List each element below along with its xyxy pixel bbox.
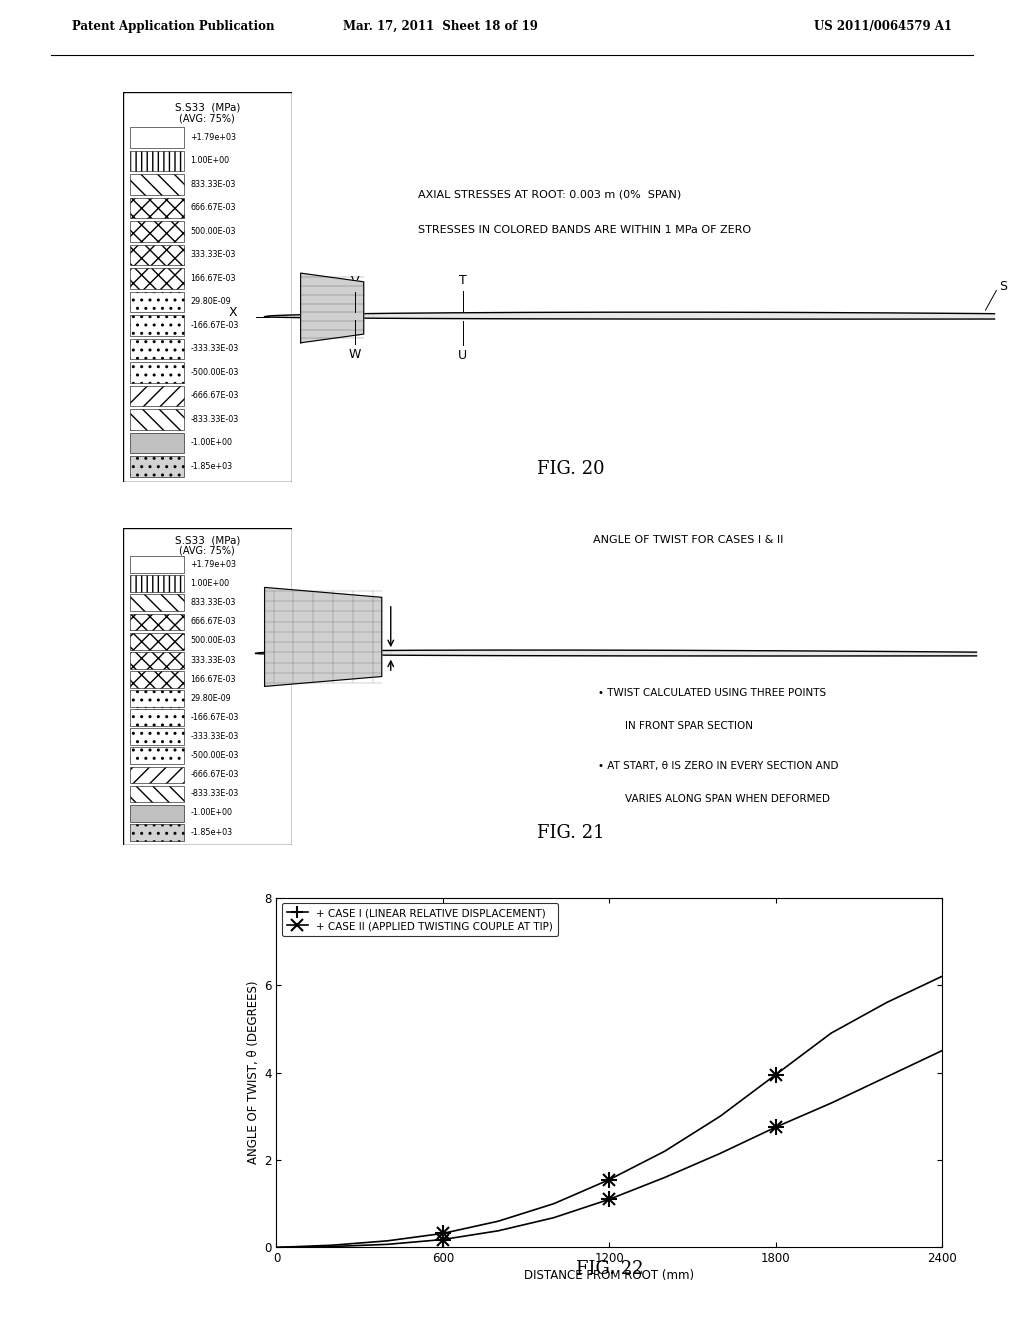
Bar (130, 222, 183, 242)
Bar (130, 709, 183, 726)
Text: 29.80E-09: 29.80E-09 (190, 297, 231, 306)
Text: STRESSES IN COLORED BANDS ARE WITHIN 1 MPa OF ZERO: STRESSES IN COLORED BANDS ARE WITHIN 1 M… (418, 224, 751, 235)
Bar (130, 614, 183, 631)
Text: 333.33E-03: 333.33E-03 (190, 656, 236, 664)
Text: -1.85e+03: -1.85e+03 (190, 462, 232, 471)
Bar (130, 315, 183, 335)
Bar (130, 150, 183, 172)
Bar (130, 652, 183, 669)
Text: -1.85e+03: -1.85e+03 (190, 828, 232, 837)
Text: +1.79e+03: +1.79e+03 (190, 133, 237, 141)
Text: 1.00E+00: 1.00E+00 (190, 579, 229, 589)
Text: • TWIST CALCULATED USING THREE POINTS: • TWIST CALCULATED USING THREE POINTS (598, 688, 826, 698)
Bar (130, 556, 183, 573)
Text: IN FRONT SPAR SECTION: IN FRONT SPAR SECTION (625, 721, 753, 731)
Text: AXIAL STRESSES AT ROOT: 0.003 m (0%  SPAN): AXIAL STRESSES AT ROOT: 0.003 m (0% SPAN… (418, 190, 681, 199)
Text: -166.67E-03: -166.67E-03 (190, 321, 239, 330)
Text: 166.67E-03: 166.67E-03 (190, 675, 236, 684)
Bar (130, 127, 183, 148)
Text: 833.33E-03: 833.33E-03 (190, 180, 236, 189)
Text: FIG. 21: FIG. 21 (538, 824, 605, 842)
Bar (130, 339, 183, 359)
Text: U: U (459, 348, 467, 362)
Bar (130, 198, 183, 218)
Bar (130, 174, 183, 195)
Text: ANGLE OF TWIST FOR CASES I & II: ANGLE OF TWIST FOR CASES I & II (593, 535, 783, 545)
Text: US 2011/0064579 A1: US 2011/0064579 A1 (814, 20, 952, 33)
Bar (130, 409, 183, 430)
Text: (AVG: 75%): (AVG: 75%) (179, 545, 236, 556)
Text: W: W (348, 348, 360, 362)
Text: 666.67E-03: 666.67E-03 (190, 618, 236, 626)
Bar (130, 690, 183, 708)
Text: -1.00E+00: -1.00E+00 (190, 808, 232, 817)
Bar (130, 594, 183, 611)
Text: -333.33E-03: -333.33E-03 (190, 733, 239, 741)
Text: V: V (350, 275, 359, 288)
Text: FIG. 22: FIG. 22 (575, 1261, 643, 1278)
Bar (130, 671, 183, 688)
Text: S: S (999, 280, 1007, 293)
Bar (130, 362, 183, 383)
Text: 500.00E-03: 500.00E-03 (190, 227, 236, 236)
Text: -666.67E-03: -666.67E-03 (190, 391, 239, 400)
Bar (130, 747, 183, 764)
Text: -333.33E-03: -333.33E-03 (190, 345, 239, 354)
Bar (130, 785, 183, 803)
Text: -666.67E-03: -666.67E-03 (190, 771, 239, 779)
Bar (130, 576, 183, 593)
Text: S.S33  (MPa): S.S33 (MPa) (175, 536, 240, 546)
Bar (130, 455, 183, 477)
Text: -500.00E-03: -500.00E-03 (190, 368, 239, 376)
Bar (130, 824, 183, 841)
Polygon shape (264, 587, 382, 686)
Text: 833.33E-03: 833.33E-03 (190, 598, 236, 607)
Text: 166.67E-03: 166.67E-03 (190, 273, 236, 282)
Text: -833.33E-03: -833.33E-03 (190, 789, 239, 799)
Legend: + CASE I (LINEAR RELATIVE DISPLACEMENT), + CASE II (APPLIED TWISTING COUPLE AT T: + CASE I (LINEAR RELATIVE DISPLACEMENT),… (282, 903, 558, 936)
Text: +1.79e+03: +1.79e+03 (190, 560, 237, 569)
Text: 29.80E-09: 29.80E-09 (190, 694, 231, 702)
Polygon shape (264, 313, 994, 319)
Text: X: X (229, 306, 238, 319)
Text: • AT START, θ IS ZERO IN EVERY SECTION AND: • AT START, θ IS ZERO IN EVERY SECTION A… (598, 760, 839, 771)
Bar (130, 805, 183, 821)
Text: 666.67E-03: 666.67E-03 (190, 203, 236, 213)
Bar (130, 632, 183, 649)
Bar (130, 268, 183, 289)
Text: VARIES ALONG SPAN WHEN DEFORMED: VARIES ALONG SPAN WHEN DEFORMED (625, 793, 830, 804)
Text: 1.00E+00: 1.00E+00 (190, 156, 229, 165)
Text: Mar. 17, 2011  Sheet 18 of 19: Mar. 17, 2011 Sheet 18 of 19 (343, 20, 538, 33)
Text: Patent Application Publication: Patent Application Publication (72, 20, 274, 33)
Bar (130, 292, 183, 313)
Bar (130, 433, 183, 453)
Text: -1.00E+00: -1.00E+00 (190, 438, 232, 447)
Text: 333.33E-03: 333.33E-03 (190, 251, 236, 259)
Bar (130, 767, 183, 783)
Text: (AVG: 75%): (AVG: 75%) (179, 114, 236, 124)
Polygon shape (256, 649, 977, 656)
Text: S.S33  (MPa): S.S33 (MPa) (175, 102, 240, 112)
Text: FIG. 20: FIG. 20 (538, 461, 605, 478)
Text: 500.00E-03: 500.00E-03 (190, 636, 236, 645)
Text: T: T (459, 275, 467, 286)
Bar (130, 385, 183, 407)
Text: -166.67E-03: -166.67E-03 (190, 713, 239, 722)
Y-axis label: ANGLE OF TWIST, θ (DEGREES): ANGLE OF TWIST, θ (DEGREES) (247, 981, 260, 1164)
Text: -833.33E-03: -833.33E-03 (190, 414, 239, 424)
Bar (130, 729, 183, 744)
Text: -500.00E-03: -500.00E-03 (190, 751, 239, 760)
X-axis label: DISTANCE FROM ROOT (mm): DISTANCE FROM ROOT (mm) (524, 1270, 694, 1283)
Polygon shape (301, 273, 364, 343)
Bar (130, 244, 183, 265)
